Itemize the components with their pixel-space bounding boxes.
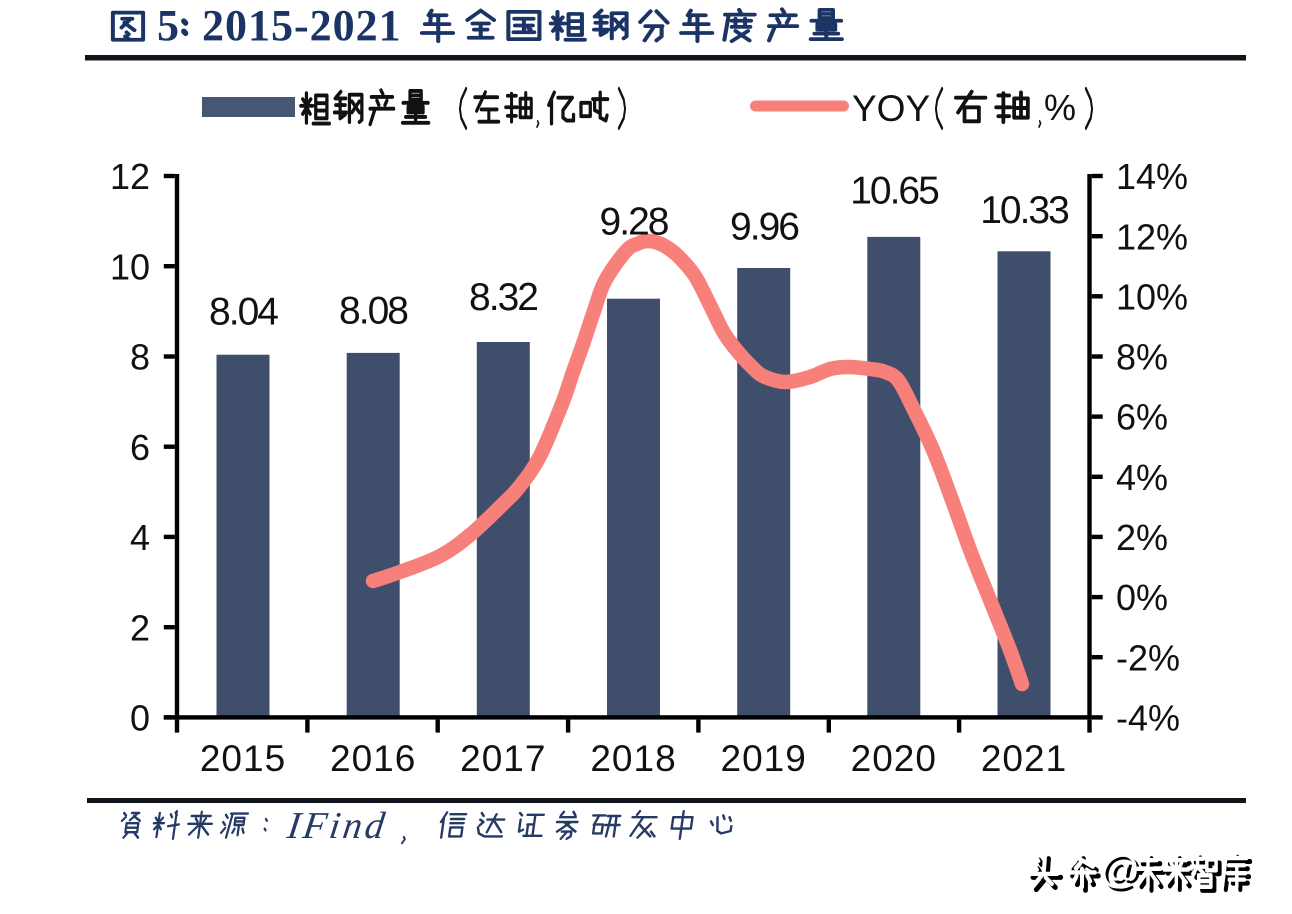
svg-text:10: 10 <box>110 246 150 287</box>
svg-text:@: @ <box>1100 847 1139 891</box>
svg-text:8%: 8% <box>1116 337 1168 378</box>
svg-text:8.04: 8.04 <box>209 291 278 334</box>
svg-text:YOY: YOY <box>852 88 930 129</box>
svg-text:IFind: IFind <box>284 805 390 847</box>
svg-text:10%: 10% <box>1116 276 1188 317</box>
svg-text:2017: 2017 <box>460 738 546 779</box>
svg-text:2018: 2018 <box>590 738 676 779</box>
svg-text:5: 5 <box>157 1 179 50</box>
svg-text:0%: 0% <box>1116 577 1168 618</box>
svg-text:12%: 12% <box>1116 216 1188 257</box>
svg-text:2020: 2020 <box>851 738 937 779</box>
svg-text:2016: 2016 <box>330 738 416 779</box>
svg-text:10.65: 10.65 <box>850 170 939 213</box>
svg-text:4%: 4% <box>1116 457 1168 498</box>
svg-text:@: @ <box>1103 850 1142 894</box>
svg-text:4: 4 <box>130 517 150 558</box>
svg-text:14%: 14% <box>1116 156 1188 197</box>
svg-text:9.28: 9.28 <box>600 201 668 244</box>
svg-text:2%: 2% <box>1116 517 1168 558</box>
svg-text:2019: 2019 <box>721 738 807 779</box>
svg-text:2015: 2015 <box>200 738 286 779</box>
svg-text:10.33: 10.33 <box>980 189 1068 232</box>
svg-text:2015-2021: 2015-2021 <box>202 1 402 50</box>
svg-text:2: 2 <box>130 607 150 648</box>
svg-text:8.32: 8.32 <box>469 276 537 319</box>
svg-text:-2%: -2% <box>1116 637 1180 678</box>
svg-text:12: 12 <box>110 156 150 197</box>
svg-text:8: 8 <box>130 337 150 378</box>
svg-text:8.08: 8.08 <box>339 290 407 333</box>
svg-text:0: 0 <box>130 698 150 739</box>
svg-text:%: % <box>1044 87 1076 128</box>
svg-text:6%: 6% <box>1116 397 1168 438</box>
svg-text:2021: 2021 <box>981 738 1067 779</box>
svg-text:-4%: -4% <box>1116 698 1180 739</box>
svg-text:9.96: 9.96 <box>730 206 798 249</box>
svg-text:6: 6 <box>130 427 150 468</box>
